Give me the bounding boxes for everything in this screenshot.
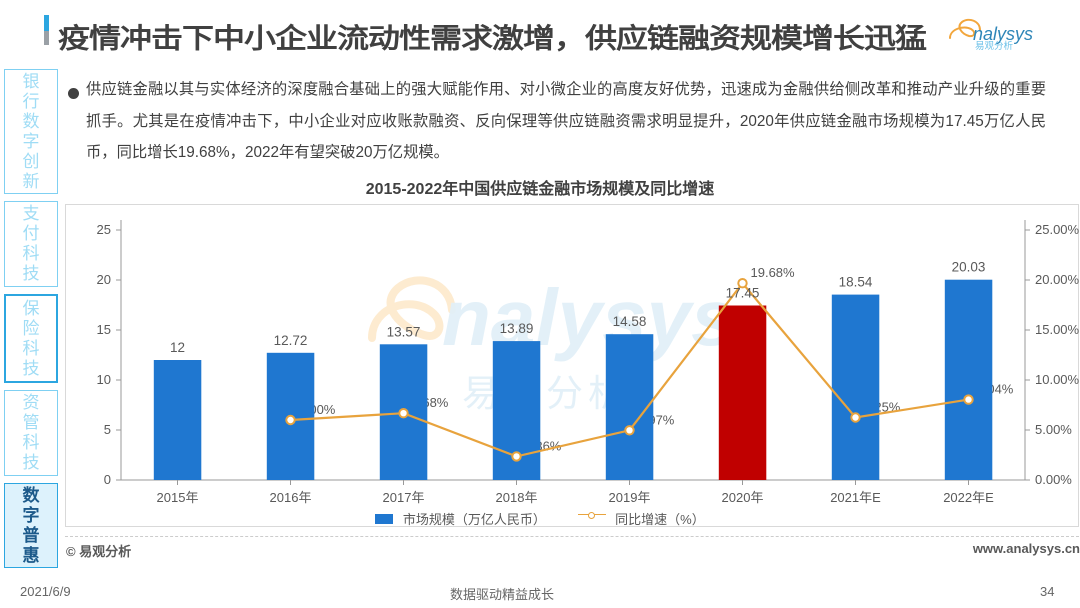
svg-text:易观分析: 易观分析 [975, 40, 1014, 52]
svg-text:14.58: 14.58 [613, 314, 647, 329]
svg-text:2022年E: 2022年E [943, 490, 994, 505]
svg-text:0: 0 [104, 472, 111, 487]
svg-text:0.00%: 0.00% [1035, 472, 1072, 487]
svg-text:2017年: 2017年 [383, 490, 425, 505]
svg-text:20.03: 20.03 [952, 260, 986, 275]
svg-text:13.89: 13.89 [500, 321, 534, 336]
svg-text:18.54: 18.54 [839, 275, 873, 290]
svg-text:20.00%: 20.00% [1035, 272, 1080, 287]
svg-text:2019年: 2019年 [609, 490, 651, 505]
svg-text:25.00%: 25.00% [1035, 222, 1080, 237]
svg-text:10.00%: 10.00% [1035, 372, 1080, 387]
svg-text:2018年: 2018年 [496, 490, 538, 505]
svg-text:20: 20 [97, 272, 111, 287]
svg-text:2015年: 2015年 [157, 490, 199, 505]
svg-text:13.57: 13.57 [387, 324, 421, 339]
svg-text:25: 25 [97, 222, 111, 237]
svg-text:12: 12 [170, 340, 185, 355]
svg-text:17.45: 17.45 [726, 286, 760, 301]
svg-text:10: 10 [97, 372, 111, 387]
svg-text:5: 5 [104, 422, 111, 437]
svg-text:15.00%: 15.00% [1035, 322, 1080, 337]
svg-text:12.72: 12.72 [274, 333, 308, 348]
svg-text:2020年: 2020年 [722, 490, 764, 505]
svg-text:5.00%: 5.00% [1035, 422, 1072, 437]
svg-text:2016年: 2016年 [270, 490, 312, 505]
svg-text:2021年E: 2021年E [830, 490, 881, 505]
svg-text:19.68%: 19.68% [751, 265, 796, 280]
svg-text:15: 15 [97, 322, 111, 337]
